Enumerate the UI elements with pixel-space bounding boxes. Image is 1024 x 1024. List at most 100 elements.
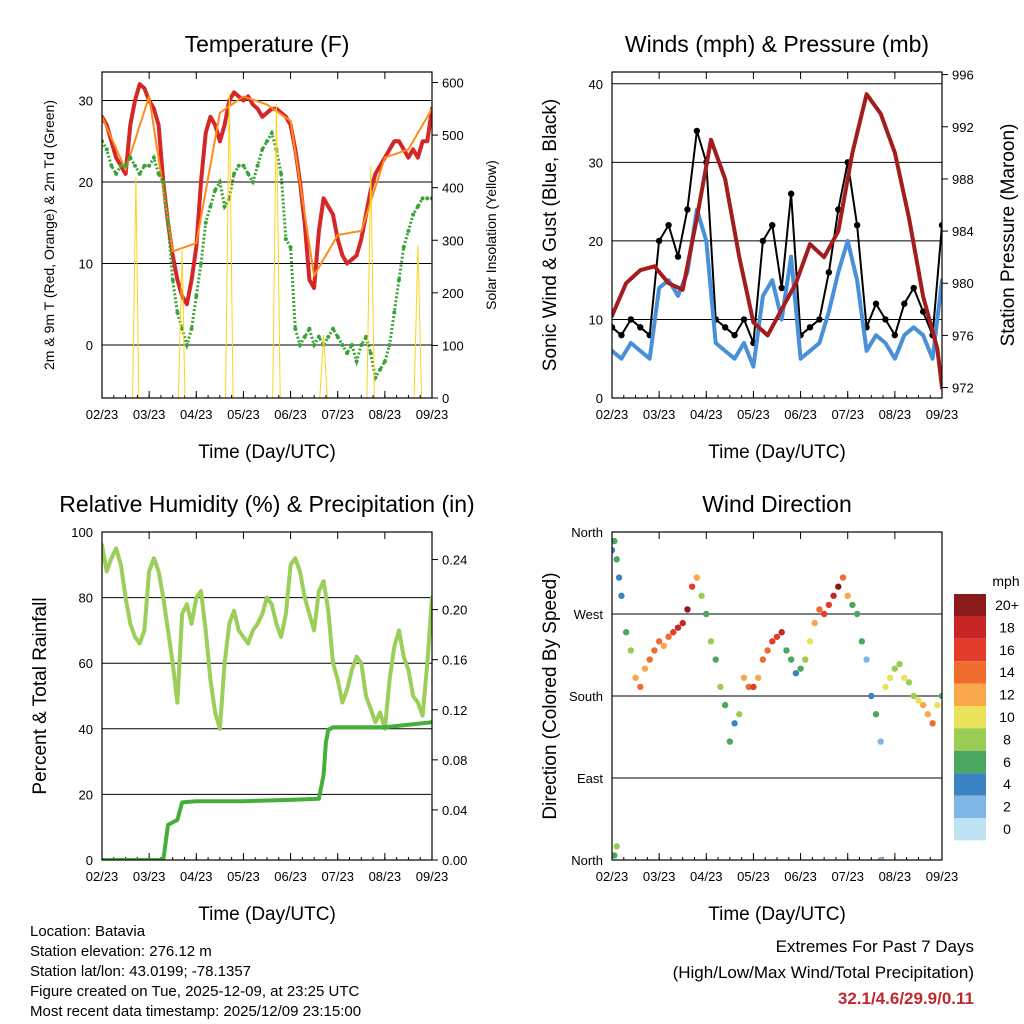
data-point — [133, 163, 137, 168]
y-tick-label: 100 — [71, 525, 93, 540]
data-point — [425, 196, 430, 201]
direction-point — [919, 701, 927, 709]
x-tick-label: 07/23 — [831, 869, 864, 884]
data-point — [236, 163, 241, 168]
x-tick-label: 03/23 — [643, 869, 676, 884]
x-tick-label: 06/23 — [274, 869, 307, 884]
x-tick-label: 03/23 — [133, 407, 166, 422]
data-point — [331, 326, 335, 331]
station-info: Location: Batavia Station elevation: 276… — [30, 922, 361, 1022]
y2-tick-label: 400 — [442, 181, 464, 196]
direction-point — [651, 647, 658, 654]
direction-point — [736, 711, 743, 718]
data-point — [340, 343, 345, 348]
y-tick-label: 20 — [79, 175, 93, 190]
y2-tick-label: 976 — [952, 328, 974, 343]
data-point — [283, 237, 288, 242]
data-point — [269, 131, 274, 136]
colorbar-title: mph — [992, 573, 1019, 589]
data-point — [199, 261, 203, 266]
direction-point — [835, 583, 842, 590]
x-tick-label: 09/23 — [926, 407, 959, 422]
direction-point — [717, 683, 724, 691]
y2-tick-label: 972 — [952, 381, 974, 396]
series-line — [102, 720, 432, 860]
data-point — [307, 326, 312, 331]
extremes-values: 32.1/4.6/29.9/0.11 — [837, 989, 974, 1008]
y-axis-label: 2m & 9m T (Red, Orange) & 2m Td (Green) — [41, 100, 57, 370]
series-station-pressure — [612, 92, 942, 390]
direction-point — [769, 638, 776, 645]
data-point — [203, 220, 208, 225]
data-point — [401, 245, 406, 250]
x-tick-label: 07/23 — [321, 869, 354, 884]
direction-point — [891, 665, 899, 672]
data-point — [151, 155, 156, 160]
y2-tick-label: 0.12 — [442, 703, 467, 718]
data-point — [246, 171, 251, 176]
y2-tick-label: 200 — [442, 286, 464, 301]
x-tick-label: 04/23 — [180, 407, 213, 422]
data-point — [293, 326, 298, 331]
direction-point — [872, 711, 880, 718]
data-point — [411, 212, 416, 217]
direction-point — [868, 692, 875, 700]
y-tick-label: South — [569, 689, 603, 704]
x-tick-label: 03/23 — [643, 407, 676, 422]
data-point — [345, 351, 350, 356]
x-tick-label: 08/23 — [879, 407, 912, 422]
series-line — [612, 92, 942, 390]
direction-point — [688, 583, 696, 590]
data-point — [326, 334, 331, 339]
recent-text: Most recent data timestamp: 2025/12/09 2… — [30, 1003, 362, 1020]
direction-point — [612, 547, 616, 554]
direction-point — [816, 606, 823, 613]
series-2m-t — [102, 82, 432, 307]
chart-title: Temperature (F) — [185, 31, 350, 57]
data-point — [142, 163, 147, 168]
data-point — [213, 188, 218, 193]
direction-point — [764, 647, 771, 654]
chart-humidity: Relative Humidity (%) & Precipitation (i… — [30, 491, 475, 925]
plot-area — [612, 537, 942, 860]
data-point — [392, 310, 397, 315]
direction-point — [934, 701, 941, 709]
direction-point — [707, 638, 715, 645]
y-tick-label: 30 — [589, 155, 603, 170]
y-axis-label: Sonic Wind & Gust (Blue, Black) — [540, 99, 561, 371]
direction-point — [665, 633, 672, 640]
extremes-box: Extremes For Past 7 Days (High/Low/Max W… — [673, 934, 974, 1012]
y2-tick-label: 300 — [442, 233, 464, 248]
series-solar-insolation — [102, 92, 432, 398]
colorbar-swatch — [954, 773, 986, 796]
colorbar-swatch — [954, 683, 986, 706]
data-point — [184, 343, 189, 348]
data-point — [415, 204, 420, 209]
colorbar-label: 18 — [999, 619, 1015, 635]
direction-point — [882, 683, 889, 691]
data-point — [104, 147, 109, 152]
colorbar: mph 20+ 18 16 14 12 10 8 6 4 2 0 — [954, 573, 1020, 841]
plot-frame — [101, 71, 433, 399]
direction-point — [754, 674, 762, 681]
direction-point — [679, 619, 686, 627]
data-point — [109, 163, 114, 168]
direction-point — [844, 592, 851, 599]
y-tick-label: 10 — [79, 257, 93, 272]
data-point — [387, 343, 392, 348]
direction-point — [787, 656, 795, 663]
plot-frame — [611, 531, 943, 861]
colorbar-label: 14 — [999, 664, 1015, 680]
plot-area — [612, 92, 942, 390]
colorbar-label: 20+ — [995, 597, 1019, 613]
x-tick-label: 06/23 — [274, 407, 307, 422]
direction-point — [646, 656, 653, 663]
direction-points — [612, 537, 942, 860]
y2-tick-label: 0 — [442, 391, 449, 406]
data-point — [312, 343, 317, 348]
x-tick-label: 06/23 — [784, 869, 817, 884]
data-point — [364, 334, 368, 339]
direction-point — [924, 711, 932, 718]
data-point — [382, 359, 387, 364]
